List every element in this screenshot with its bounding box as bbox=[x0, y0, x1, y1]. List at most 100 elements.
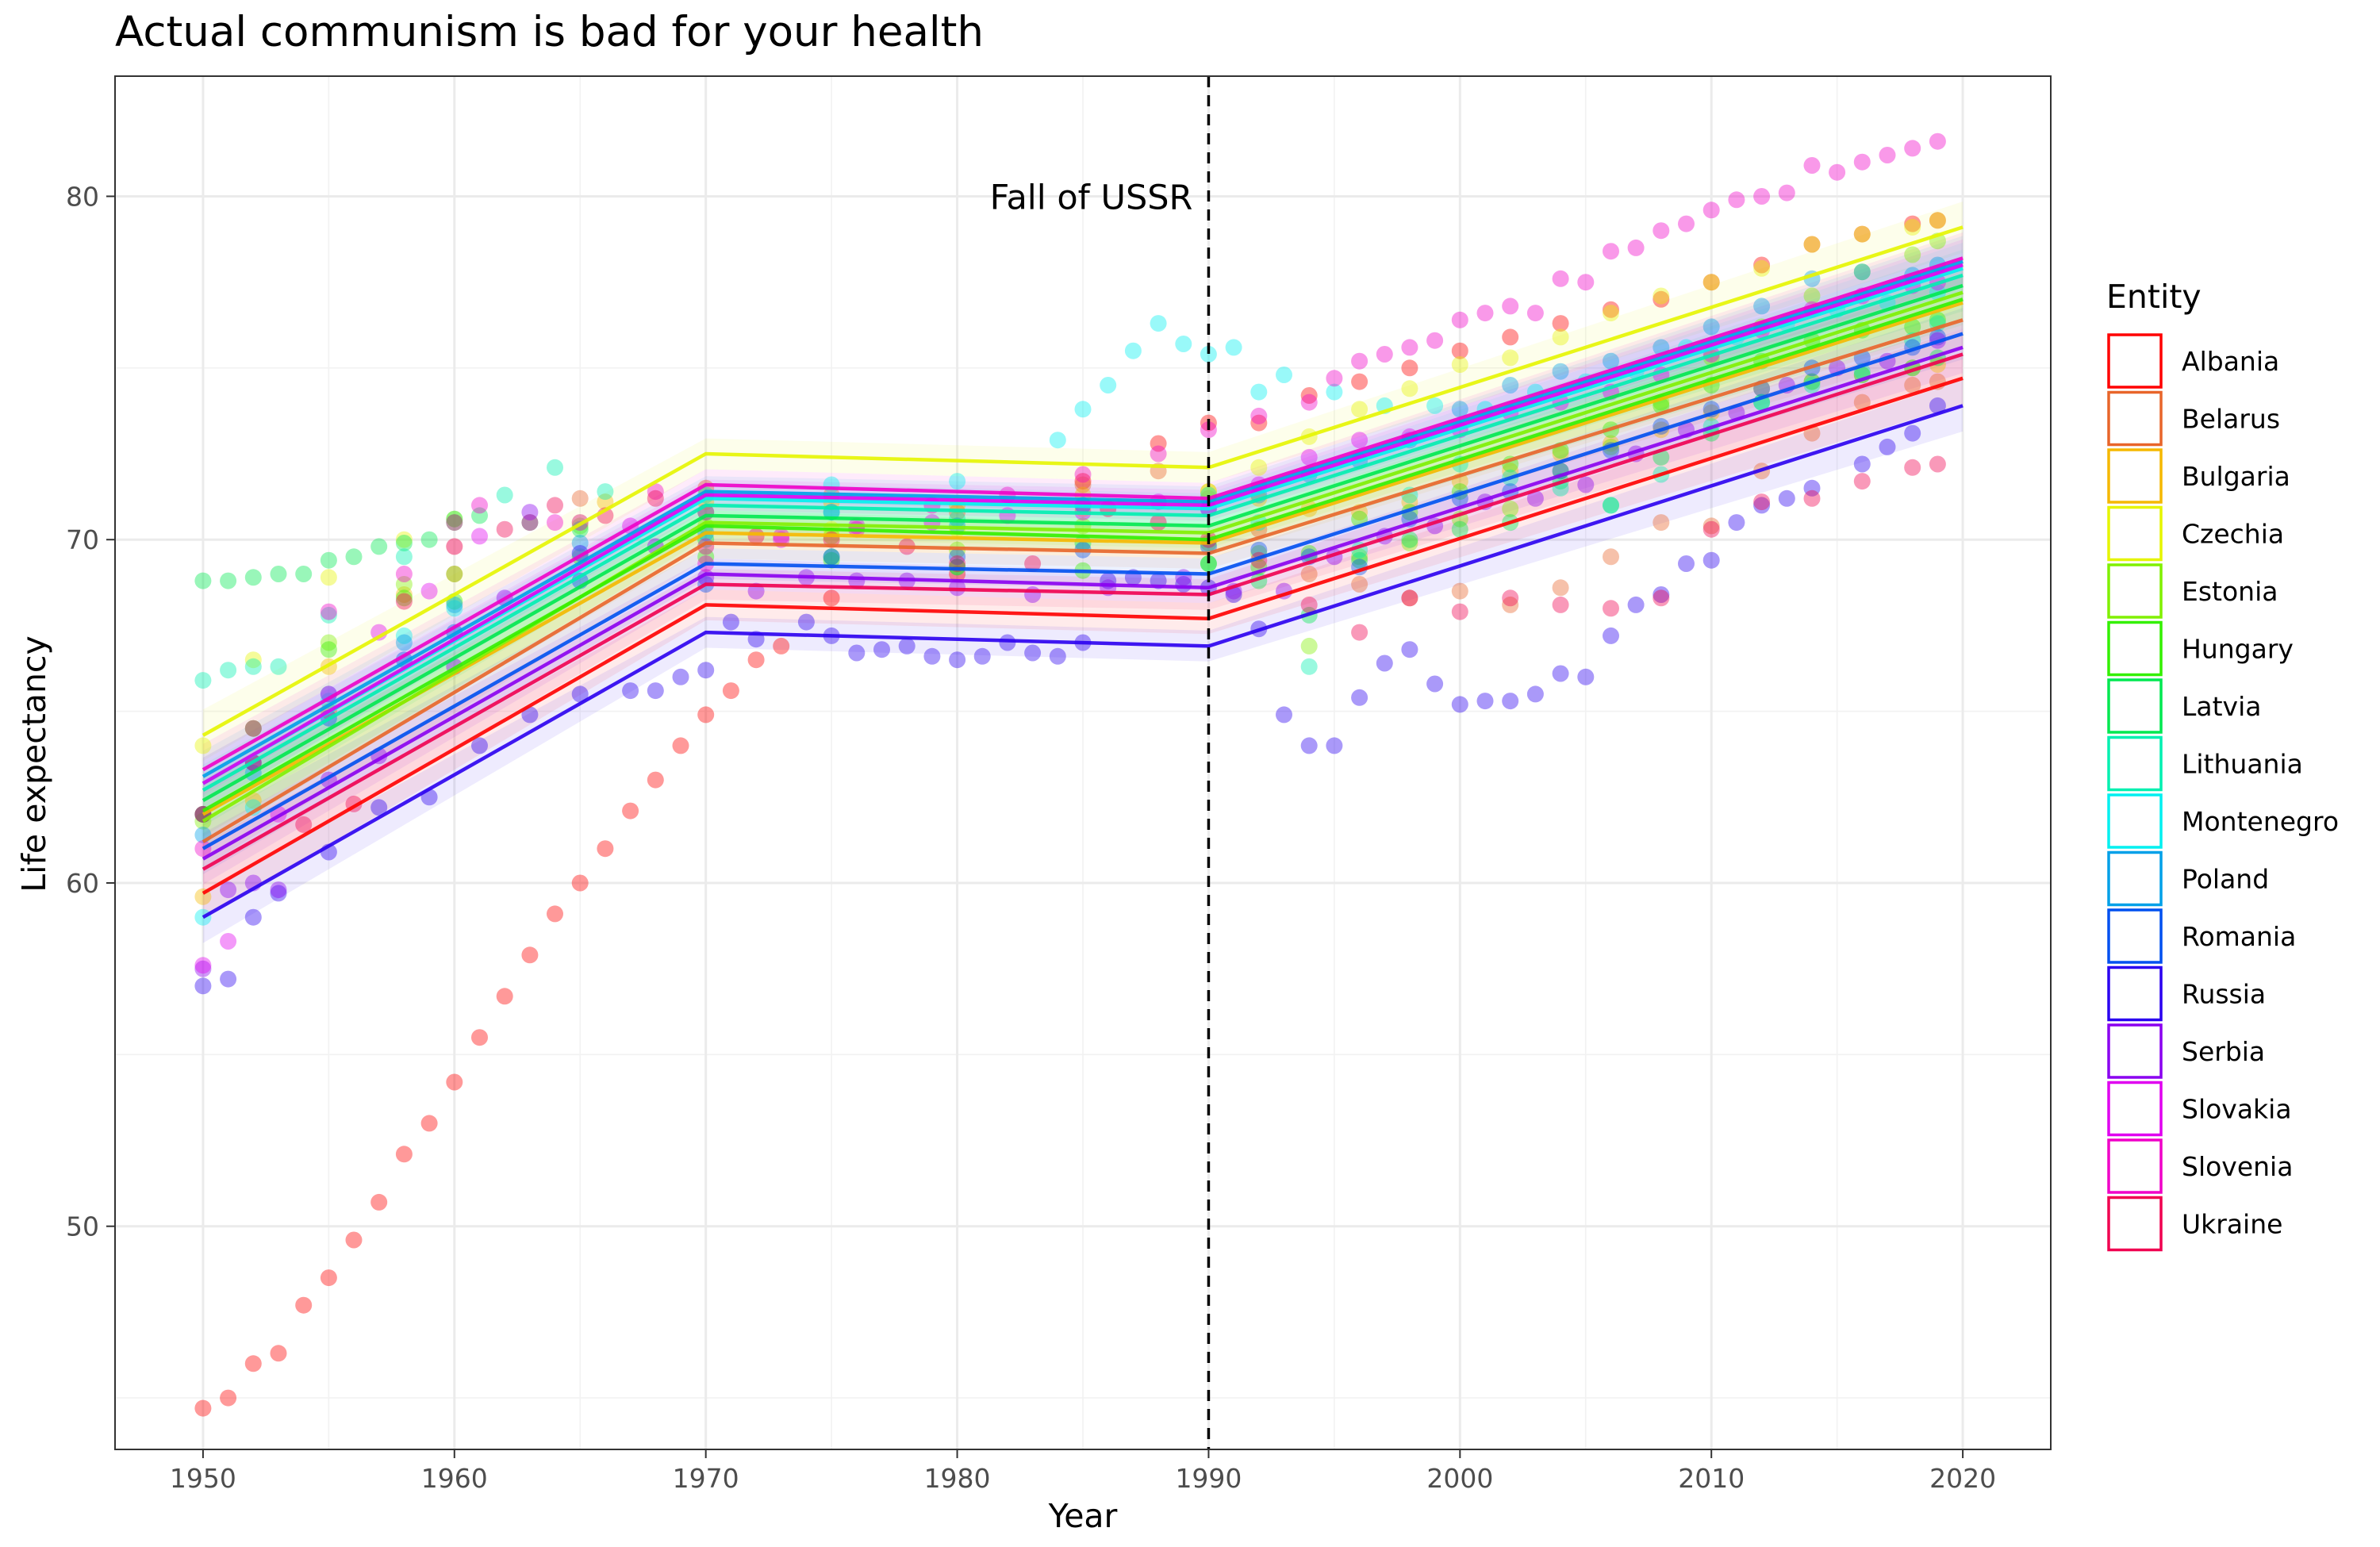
legend-key-ukraine bbox=[2107, 1196, 2163, 1252]
point-czechia bbox=[1502, 349, 1519, 367]
point-latvia bbox=[395, 535, 413, 551]
x-tick-label: 1960 bbox=[421, 1463, 488, 1494]
point-albania bbox=[571, 874, 589, 892]
point-albania bbox=[773, 637, 790, 654]
fit-line-albania bbox=[202, 376, 1964, 895]
point-slovenia bbox=[244, 720, 262, 737]
fit-line-slovakia bbox=[202, 263, 1964, 785]
point-slovenia bbox=[320, 603, 337, 620]
point-belarus bbox=[1702, 517, 1720, 535]
point-slovenia bbox=[446, 538, 463, 555]
legend-key-lithuania bbox=[2107, 735, 2163, 792]
point-albania bbox=[471, 1029, 488, 1046]
point-montenegro bbox=[395, 627, 413, 644]
point-hungary bbox=[1929, 311, 1946, 328]
point-slovenia bbox=[1150, 445, 1167, 463]
legend-key-romania bbox=[2107, 908, 2163, 964]
point-ukraine bbox=[1024, 555, 1042, 572]
legend-key-montenegro bbox=[2107, 793, 2163, 849]
point-romania bbox=[1250, 541, 1268, 559]
point-russia bbox=[244, 908, 262, 926]
point-russia bbox=[697, 662, 715, 679]
point-bulgaria bbox=[1552, 445, 1569, 463]
point-belarus bbox=[1451, 582, 1468, 600]
point-slovenia bbox=[1829, 163, 1846, 181]
point-czechia bbox=[1351, 401, 1368, 418]
point-lithuania bbox=[446, 514, 463, 532]
point-albania bbox=[521, 946, 539, 964]
point-albania bbox=[1929, 212, 1946, 229]
y-tick-label: 60 bbox=[66, 868, 99, 899]
point-estonia bbox=[446, 566, 463, 582]
point-slovenia bbox=[1929, 132, 1946, 150]
point-czechia bbox=[1904, 218, 1921, 236]
point-montenegro bbox=[1124, 342, 1142, 359]
point-estonia bbox=[1803, 287, 1821, 305]
point-ukraine bbox=[1753, 493, 1771, 511]
point-russia bbox=[370, 799, 388, 816]
point-slovenia bbox=[1603, 243, 1619, 260]
point-serbia bbox=[1526, 489, 1544, 507]
point-estonia bbox=[1300, 637, 1318, 654]
point-estonia bbox=[244, 720, 262, 737]
legend-key-estonia bbox=[2107, 563, 2163, 619]
point-czechia bbox=[1250, 459, 1268, 476]
point-russia bbox=[1476, 693, 1494, 710]
point-lithuania bbox=[1603, 497, 1619, 514]
point-lithuania bbox=[220, 662, 237, 679]
point-russia bbox=[1225, 586, 1242, 603]
point-albania bbox=[672, 737, 689, 754]
fit-line-russia bbox=[202, 404, 1964, 919]
point-belarus bbox=[1904, 377, 1921, 393]
point-lithuania bbox=[547, 459, 563, 476]
point-albania bbox=[1853, 225, 1871, 243]
fit-line-latvia bbox=[202, 283, 1964, 803]
point-slovenia bbox=[1904, 140, 1921, 157]
point-montenegro bbox=[1074, 401, 1092, 418]
point-russia bbox=[1603, 627, 1619, 644]
ribbon-belarus bbox=[202, 294, 1964, 868]
point-bulgaria bbox=[521, 514, 539, 532]
point-ukraine bbox=[1853, 473, 1871, 490]
point-albania bbox=[345, 1231, 363, 1249]
point-russia bbox=[1502, 693, 1519, 710]
point-ukraine bbox=[1502, 589, 1519, 607]
point-albania bbox=[647, 771, 664, 789]
legend-key-russia bbox=[2107, 965, 2163, 1022]
point-slovenia bbox=[647, 483, 664, 501]
point-slovakia bbox=[220, 933, 237, 950]
point-poland bbox=[1552, 363, 1569, 380]
legend-label-ukraine: Ukraine bbox=[2182, 1209, 2282, 1240]
fall-of-ussr-label: Fall of USSR bbox=[990, 178, 1193, 217]
point-belarus bbox=[446, 566, 463, 582]
point-albania bbox=[1300, 387, 1318, 404]
point-russia bbox=[1904, 424, 1921, 442]
x-axis: 1950 1960 1970 1980 1990 2000 2010 2020 bbox=[170, 1449, 1996, 1494]
point-ukraine bbox=[647, 489, 664, 507]
point-bulgaria bbox=[446, 538, 463, 555]
point-albania bbox=[194, 1399, 212, 1417]
legend-key-czechia bbox=[2107, 505, 2163, 562]
point-russia bbox=[1376, 654, 1393, 672]
point-slovenia bbox=[547, 514, 563, 532]
point-belarus bbox=[1603, 548, 1619, 566]
point-lithuania bbox=[496, 486, 513, 504]
point-slovenia bbox=[1879, 147, 1896, 163]
point-montenegro bbox=[244, 799, 262, 816]
point-serbia bbox=[1175, 569, 1192, 586]
point-estonia bbox=[1853, 263, 1871, 281]
point-montenegro bbox=[1175, 336, 1192, 352]
point-montenegro bbox=[194, 908, 212, 926]
point-russia bbox=[220, 970, 237, 988]
point-montenegro bbox=[1200, 346, 1217, 363]
point-estonia bbox=[1351, 548, 1368, 566]
point-slovenia bbox=[1702, 202, 1720, 219]
point-czechia bbox=[244, 651, 262, 669]
legend-key-albania bbox=[2107, 333, 2163, 389]
point-slovenia bbox=[1376, 346, 1393, 363]
point-russia bbox=[1627, 596, 1645, 613]
fit-line-serbia bbox=[202, 345, 1964, 861]
point-poland bbox=[446, 596, 463, 613]
point-albania bbox=[1753, 256, 1771, 274]
point-montenegro bbox=[446, 600, 463, 617]
